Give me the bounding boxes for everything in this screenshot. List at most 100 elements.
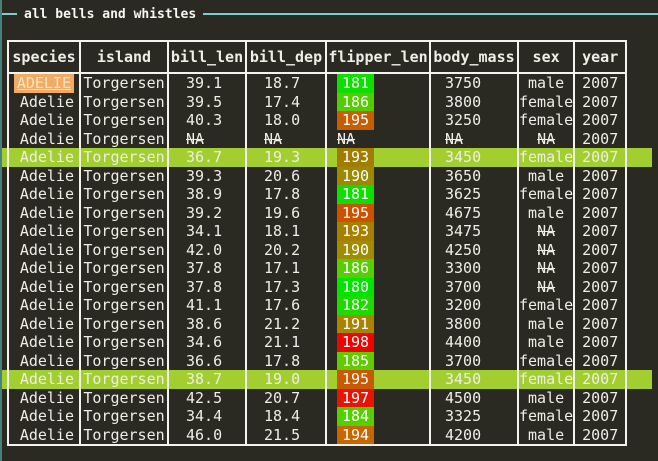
cell-body_mass[interactable]: 4200	[429, 425, 519, 445]
cell-sex[interactable]: female	[516, 148, 576, 167]
cursor-cell[interactable]: ADELIE	[13, 74, 74, 93]
cell-bill_len[interactable]: 39.5	[167, 92, 247, 111]
cell-island[interactable]: Torgersen	[79, 351, 169, 370]
col-header-species[interactable]: species	[7, 41, 81, 74]
cell-bill_dep[interactable]: 18.4	[245, 407, 327, 426]
cell-species[interactable]: Adelie	[7, 166, 81, 185]
cell-species[interactable]: Adelie	[7, 129, 81, 148]
cell-flipper_len[interactable]: 193	[325, 148, 431, 167]
cell-island[interactable]: Torgersen	[79, 185, 169, 204]
cell-sex[interactable]: female	[516, 296, 576, 315]
table-row[interactable]: Adelie Torgersen 34.6 21.1 198 4400 male 2007	[7, 333, 628, 352]
cell-island[interactable]: Torgersen	[79, 314, 169, 333]
table-row[interactable]: Adelie Torgersen 42.5 20.7 197 4500 male 2007	[7, 388, 628, 407]
cell-year[interactable]: 2007	[573, 166, 628, 185]
cell-island[interactable]: Torgersen	[79, 370, 169, 389]
cell-bill_dep[interactable]: 17.8	[245, 351, 327, 370]
cell-bill_dep[interactable]: 19.3	[245, 148, 327, 167]
cell-island[interactable]: Torgersen	[79, 259, 169, 278]
cell-year[interactable]: 2007	[573, 73, 628, 93]
cell-island[interactable]: Torgersen	[79, 111, 169, 130]
table-row[interactable]: Adelie Torgersen 36.6 17.8 185 3700 female 2007	[7, 351, 628, 370]
cell-flipper_len[interactable]: 180	[325, 277, 431, 296]
cell-sex[interactable]: female	[516, 92, 576, 111]
cell-flipper_len[interactable]: 185	[325, 351, 431, 370]
cell-bill_dep[interactable]: 21.5	[245, 425, 327, 445]
table-row[interactable]: Adelie Torgersen 36.7 19.3 193 3450 female 2007	[7, 148, 628, 167]
cell-flipper_len[interactable]: 181	[325, 185, 431, 204]
cell-bill_dep[interactable]: 18.1	[245, 222, 327, 241]
cell-bill_dep[interactable]: 21.2	[245, 314, 327, 333]
table-row[interactable]: Adelie Torgersen NA NA NA NA NA 2007	[7, 129, 628, 148]
table-row[interactable]: Adelie Torgersen 37.8 17.3 180 3700 NA 2007	[7, 277, 628, 296]
cell-sex[interactable]: female	[516, 370, 576, 389]
col-header-body_mass[interactable]: body_mass	[429, 41, 519, 74]
cell-body_mass[interactable]: 3750	[429, 73, 519, 93]
cell-bill_len[interactable]: 34.1	[167, 222, 247, 241]
col-header-flipper_len[interactable]: flipper_len	[325, 41, 431, 74]
cell-island[interactable]: Torgersen	[79, 203, 169, 222]
cell-sex[interactable]: male	[516, 203, 576, 222]
table-row[interactable]: Adelie Torgersen 34.1 18.1 193 3475 NA 2007	[7, 222, 628, 241]
cell-flipper_len[interactable]: 195	[325, 203, 431, 222]
cell-body_mass[interactable]: 4675	[429, 203, 519, 222]
cell-flipper_len[interactable]: 182	[325, 296, 431, 315]
cell-year[interactable]: 2007	[573, 314, 628, 333]
cell-flipper_len[interactable]: 186	[325, 259, 431, 278]
cell-year[interactable]: 2007	[573, 203, 628, 222]
cell-flipper_len[interactable]: 191	[325, 314, 431, 333]
cell-sex[interactable]: male	[516, 388, 576, 407]
cell-sex[interactable]: NA	[516, 240, 576, 259]
cell-bill_len[interactable]: 39.1	[167, 73, 247, 93]
cell-island[interactable]: Torgersen	[79, 425, 169, 445]
cell-flipper_len[interactable]: NA	[325, 129, 431, 148]
cell-bill_len[interactable]: 41.1	[167, 296, 247, 315]
cell-flipper_len[interactable]: 197	[325, 388, 431, 407]
cell-bill_dep[interactable]: 17.6	[245, 296, 327, 315]
cell-bill_len[interactable]: 36.7	[167, 148, 247, 167]
cell-flipper_len[interactable]: 198	[325, 333, 431, 352]
cell-body_mass[interactable]: 3450	[429, 370, 519, 389]
cell-year[interactable]: 2007	[573, 425, 628, 445]
cell-year[interactable]: 2007	[573, 370, 628, 389]
table-row[interactable]: Adelie Torgersen 39.5 17.4 186 3800 female 2007	[7, 92, 628, 111]
cell-island[interactable]: Torgersen	[79, 333, 169, 352]
cell-body_mass[interactable]: NA	[429, 129, 519, 148]
cell-year[interactable]: 2007	[573, 111, 628, 130]
cell-species[interactable]: Adelie	[7, 388, 81, 407]
cell-island[interactable]: Torgersen	[79, 240, 169, 259]
cell-body_mass[interactable]: 3475	[429, 222, 519, 241]
cell-species[interactable]: Adelie	[7, 148, 81, 167]
cell-year[interactable]: 2007	[573, 148, 628, 167]
cell-body_mass[interactable]: 3800	[429, 314, 519, 333]
cell-body_mass[interactable]: 4400	[429, 333, 519, 352]
cell-bill_len[interactable]: 38.7	[167, 370, 247, 389]
cell-flipper_len[interactable]: 184	[325, 407, 431, 426]
cell-species[interactable]: Adelie	[7, 314, 81, 333]
cell-body_mass[interactable]: 4500	[429, 388, 519, 407]
cell-body_mass[interactable]: 3800	[429, 92, 519, 111]
cell-flipper_len[interactable]: 181	[325, 73, 431, 93]
cell-island[interactable]: Torgersen	[79, 407, 169, 426]
col-header-sex[interactable]: sex	[516, 41, 576, 74]
cell-species[interactable]: Adelie	[7, 277, 81, 296]
cell-sex[interactable]: male	[516, 425, 576, 445]
cell-bill_len[interactable]: 37.8	[167, 277, 247, 296]
cell-flipper_len[interactable]: 190	[325, 240, 431, 259]
cell-flipper_len[interactable]: 194	[325, 425, 431, 445]
cell-island[interactable]: Torgersen	[79, 166, 169, 185]
cell-bill_len[interactable]: 34.6	[167, 333, 247, 352]
cell-sex[interactable]: male	[516, 166, 576, 185]
cell-bill_dep[interactable]: 21.1	[245, 333, 327, 352]
cell-island[interactable]: Torgersen	[79, 73, 169, 93]
cell-bill_dep[interactable]: 17.1	[245, 259, 327, 278]
cell-species[interactable]: Adelie	[7, 407, 81, 426]
cell-species[interactable]: Adelie	[7, 111, 81, 130]
cell-species[interactable]: Adelie	[7, 333, 81, 352]
cell-species[interactable]: Adelie	[7, 222, 81, 241]
cell-body_mass[interactable]: 4250	[429, 240, 519, 259]
cell-sex[interactable]: male	[516, 314, 576, 333]
table-row[interactable]: Adelie Torgersen 46.0 21.5 194 4200 male 2007	[7, 425, 628, 445]
table-row[interactable]: Adelie Torgersen 39.2 19.6 195 4675 male 2007	[7, 203, 628, 222]
cell-year[interactable]: 2007	[573, 259, 628, 278]
